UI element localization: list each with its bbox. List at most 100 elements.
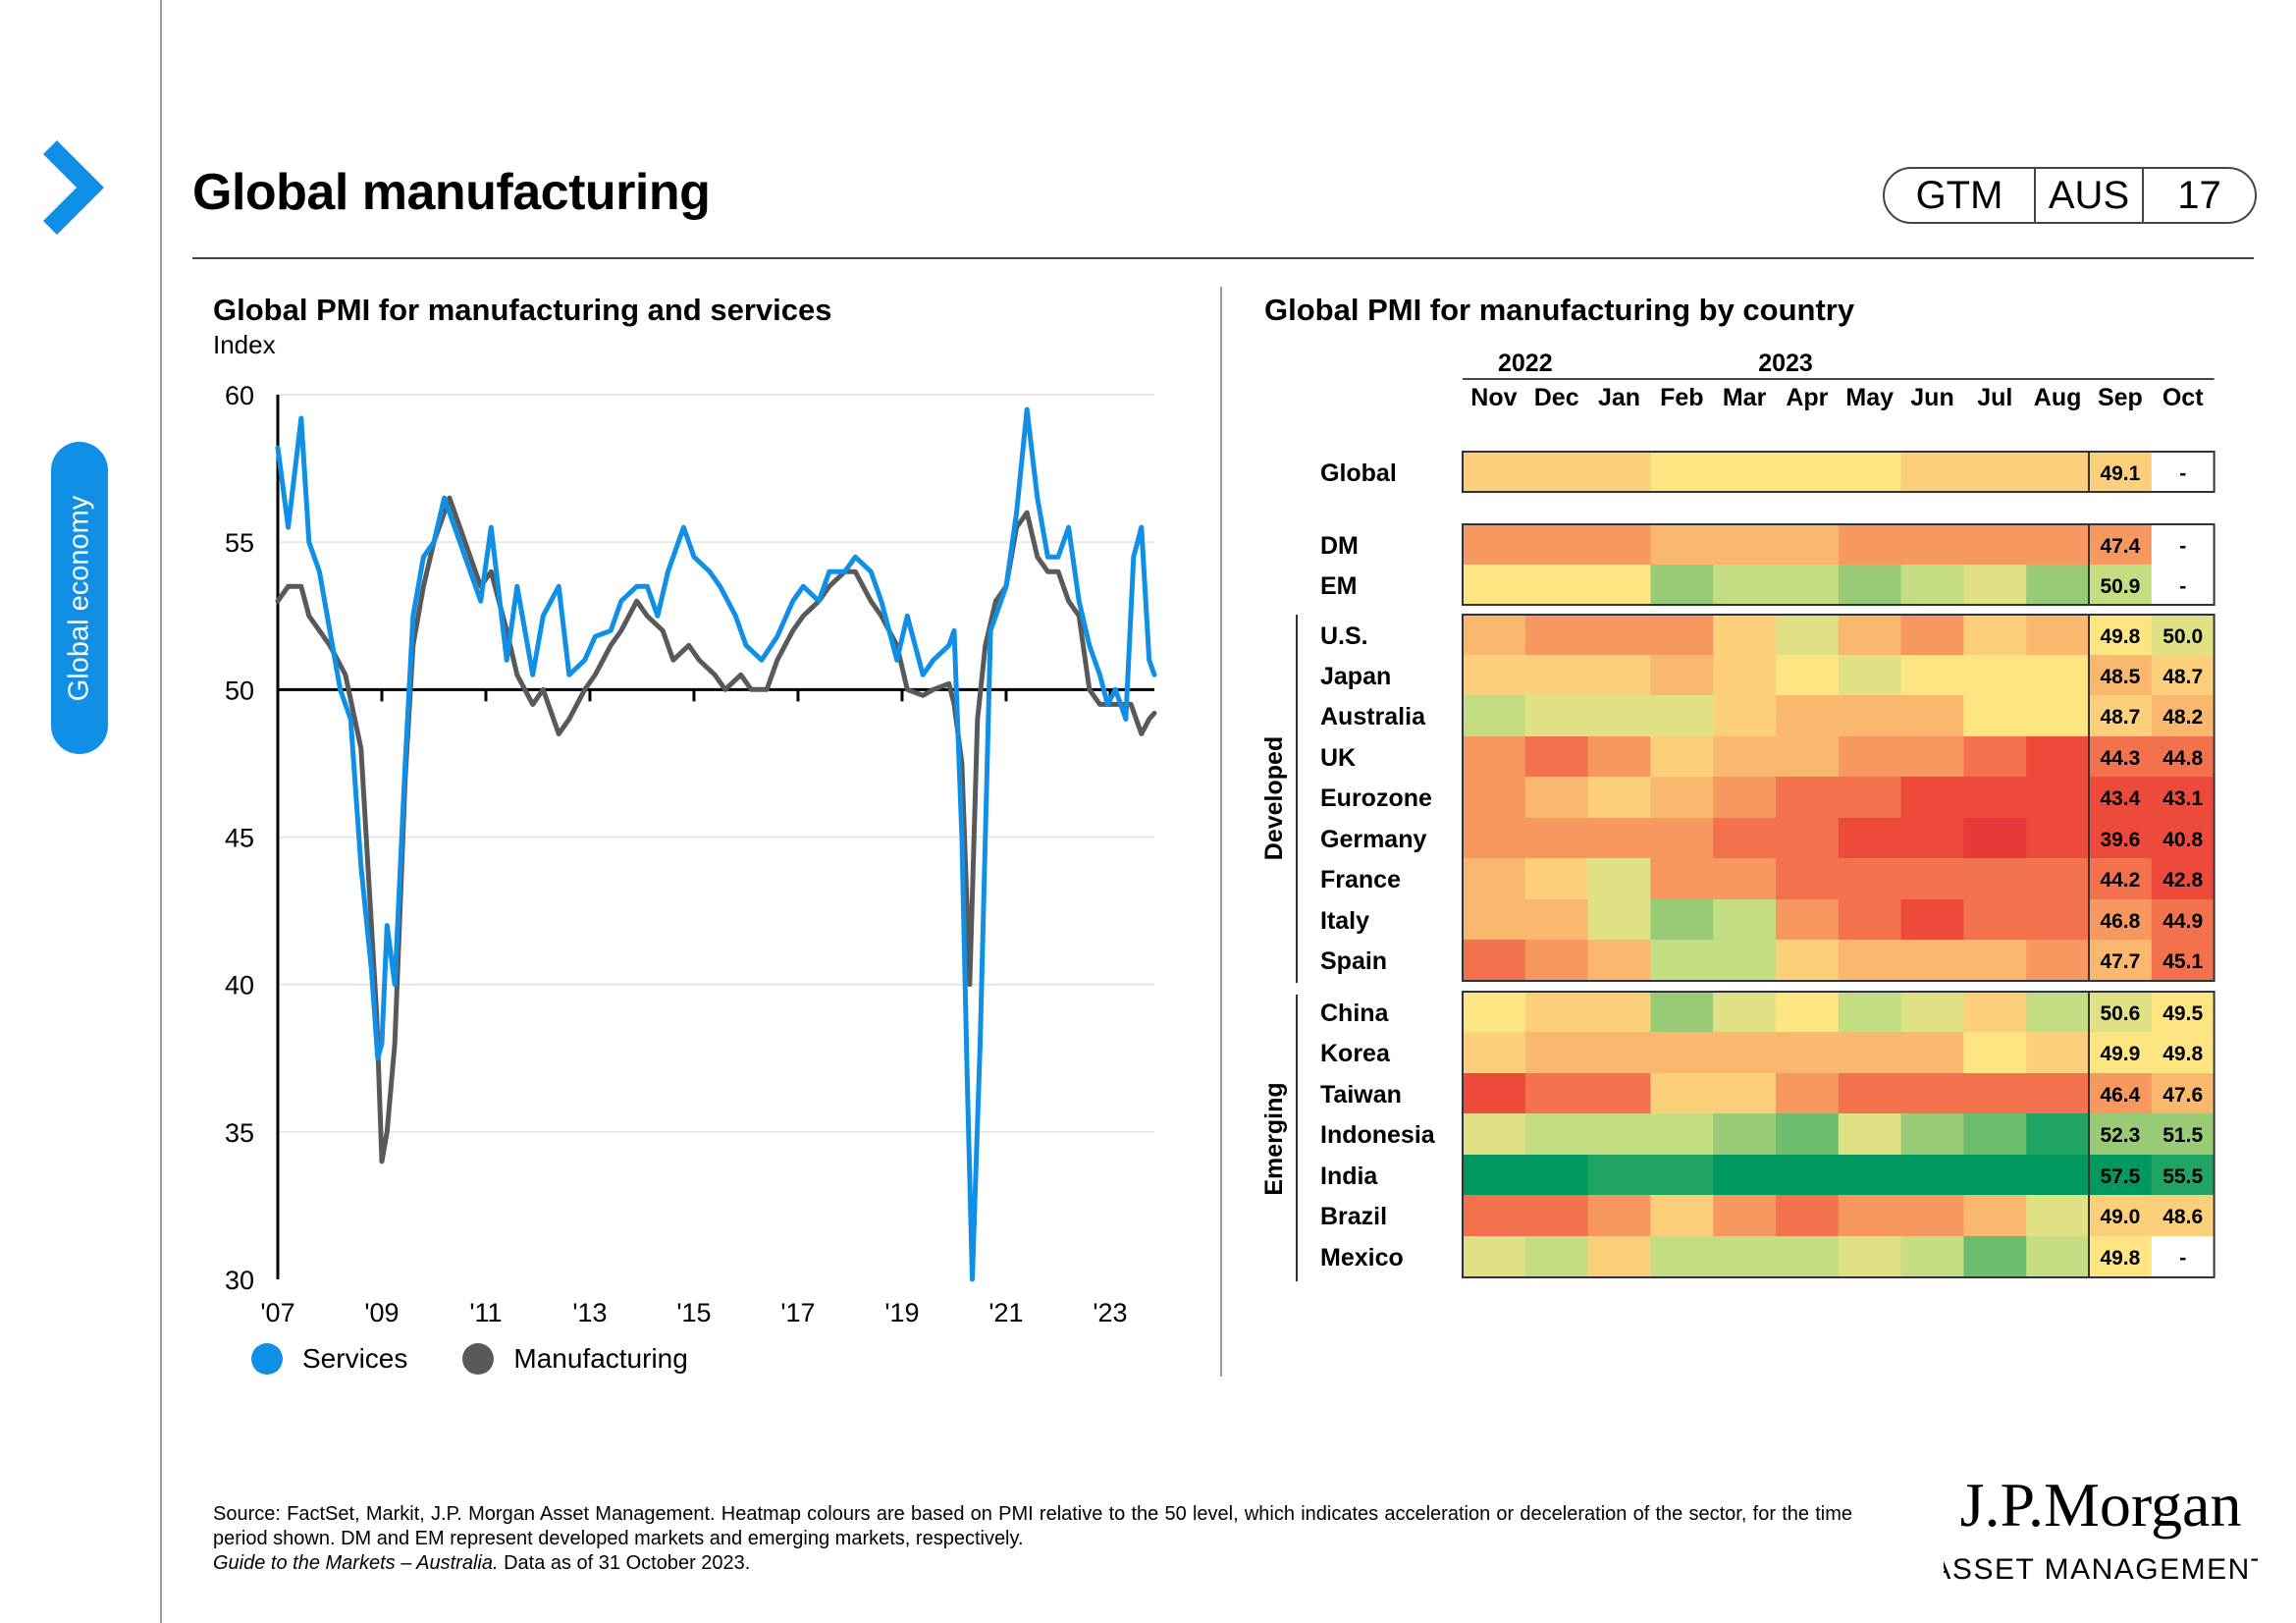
- heatmap-cell-value: 48.7: [2100, 706, 2140, 729]
- source-text: Source: FactSet, Markit, J.P. Morgan Ass…: [213, 1503, 1852, 1549]
- heatmap-cell-value: 46.8: [2100, 910, 2140, 933]
- heatmap-cell-value: -: [2179, 535, 2186, 558]
- heatmap-cell: [2089, 1236, 2153, 1278]
- heatmap-cell: [1900, 736, 1964, 779]
- heatmap-row-label: France: [1320, 866, 1401, 893]
- heatmap-cell-value: 42.8: [2163, 869, 2203, 892]
- heatmap-cell: [1463, 452, 1526, 494]
- heatmap-cell: [1900, 899, 1964, 942]
- heatmap-cell: [1650, 695, 1714, 737]
- heatmap-row-label: Korea: [1320, 1040, 1391, 1067]
- heatmap-row-label: Taiwan: [1320, 1081, 1402, 1109]
- heatmap-cell: [2151, 1236, 2216, 1278]
- badge-page-number: 17: [2142, 169, 2255, 222]
- heatmap-cell: [1524, 695, 1589, 737]
- heatmap-cell: [1838, 940, 1902, 982]
- section-tab-global-economy[interactable]: Global economy: [51, 442, 108, 754]
- heatmap-cell: [1963, 565, 2027, 607]
- heatmap-cell: [1650, 899, 1714, 942]
- heatmap-group-label: Emerging: [1260, 1082, 1288, 1195]
- heatmap-cell: [1963, 1113, 2027, 1156]
- heatmap-cell: [1776, 818, 1840, 860]
- y-tick-label: 45: [225, 824, 254, 853]
- heatmap-cell: [1524, 1155, 1589, 1197]
- heatmap-cell: [1900, 858, 1964, 900]
- heatmap-block-border: [1462, 523, 2216, 606]
- heatmap-cell: [1587, 1236, 1651, 1278]
- heatmap-year-label: 2022: [1498, 350, 1553, 377]
- heatmap-cell: [2151, 858, 2216, 900]
- heatmap-cell: [2026, 524, 2090, 567]
- heatmap-cell: [1900, 565, 1964, 607]
- heatmap-cell: [1776, 940, 1840, 982]
- heatmap-row-label: EM: [1320, 572, 1358, 600]
- heatmap-cell: [1463, 1113, 1526, 1156]
- heatmap-cell: [2151, 1155, 2216, 1197]
- sidebar-divider: [160, 0, 162, 1623]
- heatmap-cell: [2151, 818, 2216, 860]
- heatmap-cell-value: 40.8: [2163, 829, 2203, 851]
- heatmap-cell: [1713, 818, 1777, 860]
- heatmap-cell: [1900, 818, 1964, 860]
- heatmap-cell: [2089, 736, 2153, 779]
- heatmap-cell: [1838, 736, 1902, 779]
- heatmap-cell-value: 46.4: [2100, 1084, 2140, 1107]
- heatmap-cell: [1650, 452, 1714, 494]
- heatmap-cell: [1587, 565, 1651, 607]
- heatmap-cell: [1650, 1113, 1714, 1156]
- title-rule: [192, 257, 2254, 259]
- heatmap-cell: [1650, 818, 1714, 860]
- heatmap-cell-value: 49.1: [2100, 462, 2140, 485]
- heatmap-cell: [1587, 1195, 1651, 1237]
- heatmap-block-border: [1462, 614, 2216, 982]
- heatmap-cell: [2026, 615, 2090, 657]
- heatmap-cell: [2026, 899, 2090, 942]
- heatmap-cell: [1900, 615, 1964, 657]
- heatmap-group-label: Developed: [1260, 736, 1288, 860]
- heatmap-cell-value: 47.4: [2100, 535, 2140, 558]
- heatmap-cell: [1713, 1032, 1777, 1074]
- heatmap-cell: [1963, 1236, 2027, 1278]
- source-date: Data as of 31 October 2023.: [498, 1552, 751, 1574]
- heatmap-cell: [2089, 1032, 2153, 1074]
- heatmap-cell: [1587, 1113, 1651, 1156]
- heatmap-column-header: Mar: [1723, 384, 1767, 411]
- heatmap-cell: [2026, 736, 2090, 779]
- heatmap-cell: [2089, 899, 2153, 942]
- heatmap-cell: [1776, 1032, 1840, 1074]
- chevron-right-icon[interactable]: [43, 140, 118, 235]
- heatmap-cell: [1650, 992, 1714, 1034]
- heatmap-row-label: Germany: [1320, 826, 1426, 853]
- badge-region: AUS: [2034, 169, 2142, 222]
- legend-swatch-services: [251, 1343, 283, 1375]
- heatmap-cell: [2026, 1195, 2090, 1237]
- heatmap-cell: [1963, 736, 2027, 779]
- heatmap-cell: [1524, 452, 1589, 494]
- heatmap-cell: [1650, 858, 1714, 900]
- source-note: Source: FactSet, Markit, J.P. Morgan Ass…: [213, 1502, 1852, 1576]
- x-tick-label: '21: [988, 1298, 1023, 1327]
- heatmap-cell: [1900, 1195, 1964, 1237]
- heatmap-cell-value: 43.4: [2100, 787, 2140, 810]
- heatmap-cell: [1838, 1195, 1902, 1237]
- heatmap-cell: [1776, 736, 1840, 779]
- heatmap-cell-value: 47.7: [2100, 950, 2140, 973]
- x-tick-label: '15: [676, 1298, 711, 1327]
- heatmap-cell: [1963, 818, 2027, 860]
- heatmap-cell: [1900, 777, 1964, 819]
- heatmap-cell: [1524, 1032, 1589, 1074]
- heatmap-cell: [2151, 1032, 2216, 1074]
- heatmap-cell: [1963, 1073, 2027, 1115]
- heatmap-cell-value: 44.3: [2100, 747, 2140, 770]
- heatmap-cell: [1524, 565, 1589, 607]
- heatmap-cell-value: 55.5: [2163, 1165, 2203, 1188]
- heatmap-cell: [1713, 524, 1777, 567]
- heatmap-cell: [1776, 1113, 1840, 1156]
- heatmap-row-label: DM: [1320, 532, 1359, 560]
- heatmap-cell: [1524, 736, 1589, 779]
- heatmap-column-header: Nov: [1470, 384, 1517, 411]
- heatmap-cell: [2089, 1113, 2153, 1156]
- logo-subtitle: ASSET MANAGEMENT: [1944, 1553, 2258, 1586]
- heatmap-cell-value: 49.0: [2100, 1206, 2140, 1228]
- heatmap-cell: [2151, 1195, 2216, 1237]
